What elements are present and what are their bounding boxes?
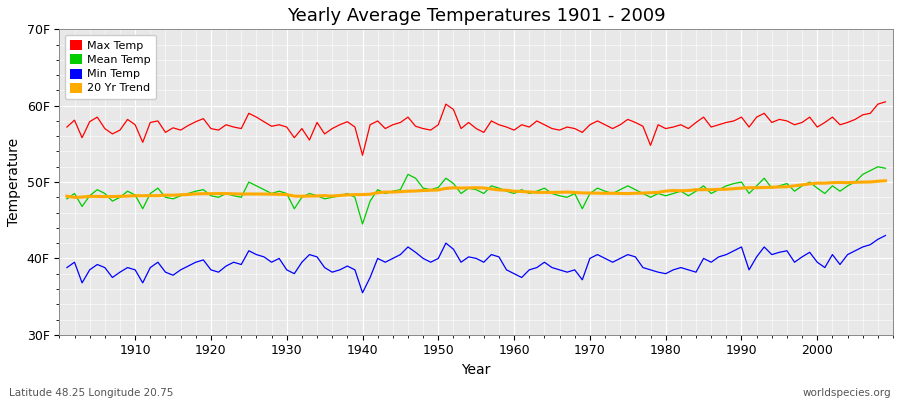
Title: Yearly Average Temperatures 1901 - 2009: Yearly Average Temperatures 1901 - 2009 xyxy=(287,7,665,25)
Legend: Max Temp, Mean Temp, Min Temp, 20 Yr Trend: Max Temp, Mean Temp, Min Temp, 20 Yr Tre… xyxy=(65,35,157,99)
Text: Latitude 48.25 Longitude 20.75: Latitude 48.25 Longitude 20.75 xyxy=(9,388,174,398)
Y-axis label: Temperature: Temperature xyxy=(7,138,21,226)
Text: worldspecies.org: worldspecies.org xyxy=(803,388,891,398)
X-axis label: Year: Year xyxy=(462,363,490,377)
